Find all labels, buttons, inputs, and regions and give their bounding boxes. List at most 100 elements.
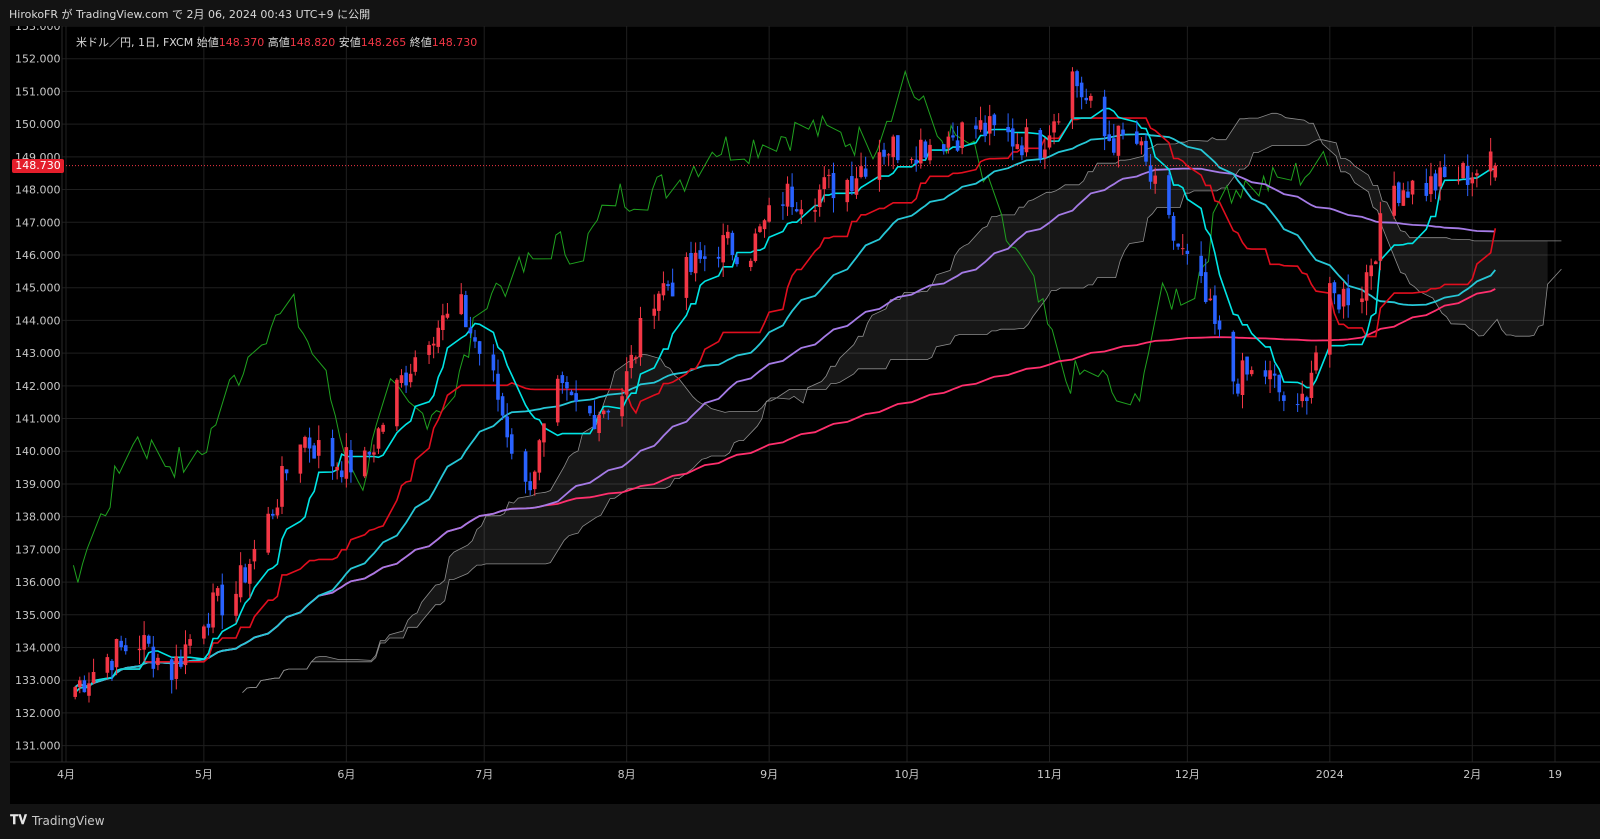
chart-frame[interactable]: 131.000 132.000 133.000 134.000 135.000 136.0… [10,20,1600,804]
candle [381,422,385,434]
candle-body [624,371,629,395]
candle-body [468,327,473,334]
candle [1102,89,1107,151]
candle [689,241,693,276]
candle-body [1203,272,1208,302]
candle [146,634,151,647]
candle-body [689,252,693,272]
candle-body [1475,173,1479,176]
candle [537,438,542,481]
candle [1079,76,1084,110]
time-tick-label: 11月 [1037,768,1062,781]
candle [886,152,891,167]
candle-body [431,343,436,346]
candle [1213,285,1217,335]
candle [1144,133,1148,166]
candle-body [1038,130,1043,159]
candle-body [1185,250,1190,254]
candle-body [1277,374,1282,393]
candle [215,585,220,602]
candle-body [1314,352,1318,371]
candle [298,444,303,483]
candle [670,268,675,297]
candle [87,672,91,703]
price-tick-label: 152.000 [15,53,61,66]
time-axis[interactable]: 4月 5月 6月 7月 8月 9月 10月 11月 12月 2024 2月 19 [10,761,1600,781]
candle-body [202,626,206,639]
candle [629,345,634,379]
candle-body [142,635,146,650]
candle [156,653,160,671]
price-tick-label: 138.000 [15,511,61,524]
candle-body [753,233,758,261]
candle-body [1424,183,1429,196]
candle [693,242,698,282]
candle-body [569,391,574,396]
price-tick-label: 143.000 [15,347,61,360]
candle [399,369,404,388]
indicator-lines [72,69,1562,694]
price-tick-label: 141.000 [15,413,61,426]
close-label: 終値 [409,36,432,49]
candle-body [1341,288,1346,307]
candle-body [1282,395,1286,401]
candle-body [574,393,578,402]
candle [960,121,964,155]
candle-body [822,177,827,190]
price-chart[interactable]: 131.000 132.000 133.000 134.000 135.000 136.0… [10,20,1600,804]
ma-purple-line [74,167,1496,688]
ohlc-legend: 米ドル／円, 1日, FXCM 始値148.370 高値148.820 安値14… [76,34,477,50]
footer-bar [0,804,1600,839]
candle-body [597,415,601,434]
candle [597,411,601,442]
candle [1282,391,1286,412]
candle [1180,234,1185,256]
candle [441,303,445,341]
candle-body [1401,190,1406,206]
candle-body [1305,397,1309,402]
candle-body [1465,165,1470,185]
candle [1378,201,1383,271]
candle [955,126,960,152]
candle-body [1268,370,1272,380]
tradingview-logo[interactable]: 𝐓𝐕 TradingView [10,813,105,828]
candle-body [1433,173,1438,191]
candle [748,258,753,272]
candle [91,658,96,685]
candle-body [87,683,91,696]
price-tick-label: 146.000 [15,249,61,262]
candle-body [831,173,836,199]
candle [1364,264,1369,316]
candle [114,638,119,676]
candle [652,294,657,329]
candle [946,131,951,154]
candle-body [620,396,624,417]
time-tick-label: 10月 [895,768,920,781]
candle-body [523,451,528,482]
candle [105,653,110,679]
candle-body [854,178,859,195]
last-price-tag: 148.730 [12,158,64,173]
candle [592,400,597,430]
candle-body [362,450,367,477]
candle-body [505,416,509,438]
candle-body [119,640,123,648]
candle-body [339,470,344,478]
candle-body [941,144,946,152]
candle [555,375,560,426]
candle [951,122,955,141]
close-value: 148.730 [431,36,478,49]
candle [1148,154,1153,189]
candle-body [762,220,767,230]
candle-body [1488,151,1493,172]
candle [817,184,822,217]
price-axis[interactable]: 131.000 132.000 133.000 134.000 135.000 136.0… [10,20,63,762]
candle-body [1396,182,1401,204]
candle-body [1438,167,1442,187]
candle [1038,127,1043,164]
candle-body [1373,261,1378,265]
candle-body [960,122,964,149]
candle-body [303,436,307,448]
candle [339,461,344,483]
candle [542,423,546,457]
